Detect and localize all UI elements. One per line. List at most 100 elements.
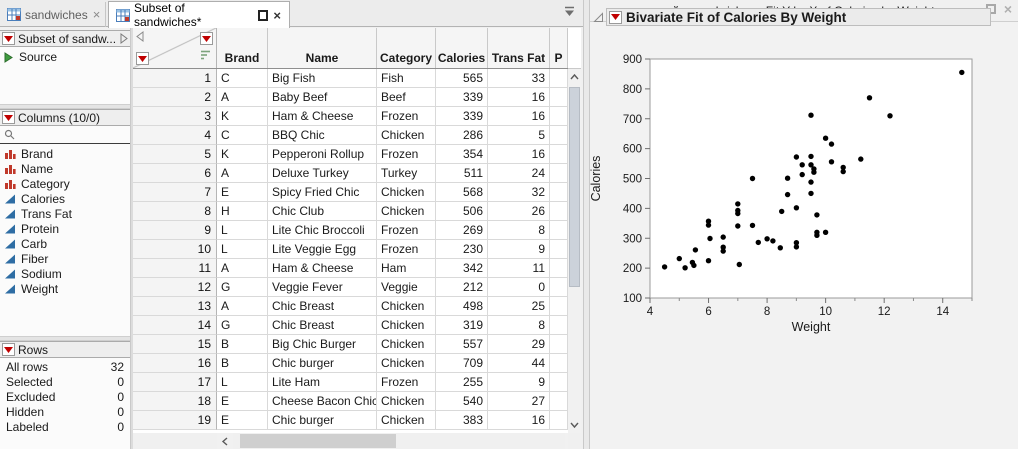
scatter-point[interactable]	[866, 95, 873, 101]
horizontal-scrollbar[interactable]	[133, 433, 581, 449]
row-number-cell[interactable]: 1	[133, 69, 217, 88]
data-cell[interactable]	[550, 354, 568, 373]
data-cell[interactable]	[550, 411, 568, 430]
scatter-point[interactable]	[779, 208, 785, 215]
data-cell[interactable]	[550, 145, 568, 164]
outline-collapse-icon[interactable]	[593, 11, 604, 23]
data-cell[interactable]: 709	[436, 354, 488, 373]
column-list-item[interactable]: Brand	[0, 146, 130, 161]
red-triangle-menu-icon[interactable]	[2, 111, 15, 124]
data-cell[interactable]: 9	[488, 240, 550, 259]
data-cell[interactable]: Chicken	[377, 297, 436, 316]
column-header-trans-fat[interactable]: Trans Fat	[488, 28, 550, 68]
row-number-cell[interactable]: 2	[133, 88, 217, 107]
data-cell[interactable]: 506	[436, 202, 488, 221]
data-cell[interactable]: Turkey	[377, 164, 436, 183]
data-cell[interactable]: Veggie	[377, 278, 436, 297]
data-cell[interactable]	[550, 259, 568, 278]
data-cell[interactable]: A	[217, 297, 268, 316]
table-row[interactable]: 13 A Chic Breast Chicken 498 25	[133, 297, 568, 316]
scatter-point[interactable]	[793, 205, 800, 211]
data-cell[interactable]: 540	[436, 392, 488, 411]
vertical-scroll-thumb[interactable]	[569, 87, 580, 287]
row-number-cell[interactable]: 17	[133, 373, 217, 392]
data-cell[interactable]: Lite Chic Broccoli	[268, 221, 377, 240]
scatter-point[interactable]	[814, 232, 820, 238]
data-cell[interactable]: H	[217, 202, 268, 221]
data-cell[interactable]: Frozen	[377, 373, 436, 392]
column-header-name[interactable]: Name	[268, 28, 377, 68]
sidebar-splitter[interactable]	[130, 28, 133, 449]
data-cell[interactable]: 230	[436, 240, 488, 259]
data-cell[interactable]: E	[217, 411, 268, 430]
data-cell[interactable]	[550, 278, 568, 297]
data-cell[interactable]: 24	[488, 164, 550, 183]
row-number-cell[interactable]: 19	[133, 411, 217, 430]
data-cell[interactable]: 33	[488, 69, 550, 88]
table-row[interactable]: 9 L Lite Chic Broccoli Frozen 269 8	[133, 221, 568, 240]
data-cell[interactable]	[550, 202, 568, 221]
data-cell[interactable]: 29	[488, 335, 550, 354]
column-header-brand[interactable]: Brand	[217, 28, 268, 68]
red-triangle-menu-icon[interactable]	[2, 343, 15, 356]
data-cell[interactable]: Chicken	[377, 183, 436, 202]
data-cell[interactable]: 269	[436, 221, 488, 240]
table-row[interactable]: 18 E Cheese Bacon Chic Chicken 540 27	[133, 392, 568, 411]
data-cell[interactable]	[550, 183, 568, 202]
scatter-point[interactable]	[840, 168, 846, 175]
table-row[interactable]: 2 A Baby Beef Beef 339 16	[133, 88, 568, 107]
scatter-point[interactable]	[793, 244, 800, 250]
data-cell[interactable]	[550, 107, 568, 126]
data-cell[interactable]	[550, 316, 568, 335]
data-cell[interactable]: 565	[436, 69, 488, 88]
table-row[interactable]: 19 E Chic burger Chicken 383 16	[133, 411, 568, 430]
data-cell[interactable]: Ham & Cheese	[268, 107, 377, 126]
data-cell[interactable]: L	[217, 221, 268, 240]
data-cell[interactable]: 11	[488, 259, 550, 278]
data-cell[interactable]: 16	[488, 88, 550, 107]
table-row[interactable]: 14 G Chic Breast Chicken 319 8	[133, 316, 568, 335]
data-cell[interactable]: Chic Breast	[268, 297, 377, 316]
scatter-point[interactable]	[720, 248, 726, 254]
sort-order-icon[interactable]	[199, 49, 211, 61]
collapse-columns-icon[interactable]	[135, 31, 144, 42]
scatter-point[interactable]	[770, 238, 776, 244]
column-list-item[interactable]: Category	[0, 176, 130, 191]
scatter-point[interactable]	[808, 190, 814, 197]
scatter-point[interactable]	[808, 112, 814, 118]
data-cell[interactable]: Chicken	[377, 354, 436, 373]
columns-panel-header[interactable]: Columns (10/0)	[0, 109, 130, 126]
data-cell[interactable]: Chicken	[377, 392, 436, 411]
columns-menu-red-triangle-icon[interactable]	[200, 32, 213, 45]
vertical-scrollbar[interactable]	[568, 28, 581, 433]
scatter-point[interactable]	[720, 234, 726, 240]
scatter-point[interactable]	[749, 175, 756, 182]
data-cell[interactable]	[550, 126, 568, 145]
row-number-cell[interactable]: 15	[133, 335, 217, 354]
scatter-point[interactable]	[887, 113, 893, 119]
scatter-point[interactable]	[735, 210, 741, 217]
scatter-point[interactable]	[828, 159, 835, 165]
scatter-point[interactable]	[682, 265, 688, 271]
data-cell[interactable]: Chicken	[377, 335, 436, 354]
data-cell[interactable]: B	[217, 335, 268, 354]
data-cell[interactable]: Cheese Bacon Chic	[268, 392, 377, 411]
scroll-down-arrow-icon[interactable]	[568, 417, 581, 433]
scatter-point[interactable]	[784, 175, 791, 181]
tab-subset-of-sandwiches[interactable]: Subset of sandwiches* ×	[108, 1, 290, 29]
horizontal-scroll-track[interactable]	[233, 433, 565, 449]
data-cell[interactable]: Chic Club	[268, 202, 377, 221]
data-cell[interactable]: Frozen	[377, 145, 436, 164]
rows-menu-red-triangle-icon[interactable]	[136, 52, 149, 65]
data-cell[interactable]	[550, 221, 568, 240]
data-cell[interactable]: 342	[436, 259, 488, 278]
table-row[interactable]: 10 L Lite Veggie Egg Frozen 230 9	[133, 240, 568, 259]
table-row[interactable]: 5 K Pepperoni Rollup Frozen 354 16	[133, 145, 568, 164]
data-cell[interactable]	[550, 373, 568, 392]
scatter-point[interactable]	[764, 236, 770, 242]
scatter-point[interactable]	[692, 247, 699, 253]
data-cell[interactable]: Pepperoni Rollup	[268, 145, 377, 164]
scatter-point[interactable]	[799, 171, 805, 178]
tab-list-dropdown-icon[interactable]	[562, 4, 577, 19]
table-row[interactable]: 11 A Ham & Cheese Ham 342 11	[133, 259, 568, 278]
